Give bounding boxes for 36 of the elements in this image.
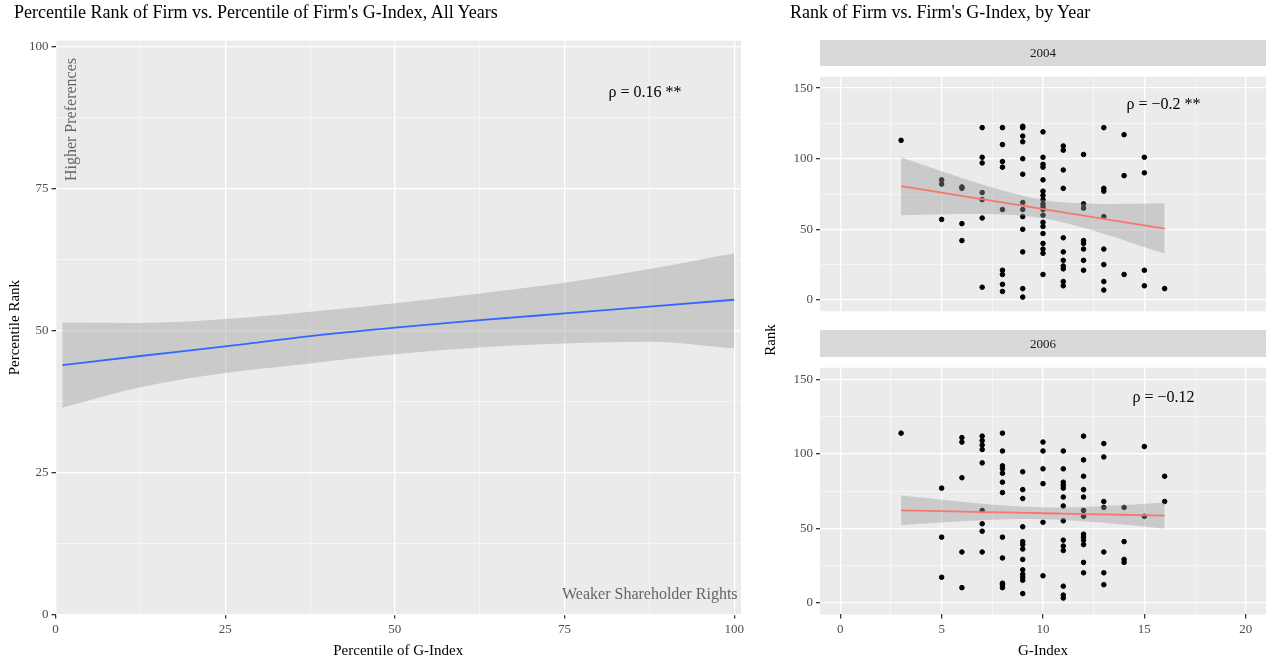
y-axis-title: Percentile Rank bbox=[5, 279, 22, 376]
x-axis-title: Percentile of G-Index bbox=[333, 641, 464, 658]
x-tick-label: 75 bbox=[558, 620, 572, 636]
y-tick-label: 0 bbox=[806, 593, 813, 609]
x-tick-label: 0 bbox=[52, 620, 59, 636]
chart-subtitle: 2004 bbox=[820, 40, 1266, 66]
chart-title: Rank of Firm vs. Firm's G-Index, by Year bbox=[790, 2, 1091, 23]
x-tick-label: 100 bbox=[724, 620, 744, 636]
y-tick-label: 50 bbox=[35, 321, 49, 337]
x-tick-label: 15 bbox=[1137, 620, 1151, 636]
annotation: ρ = 0.16 ** bbox=[608, 82, 682, 101]
y-axis-title: Rank bbox=[761, 324, 779, 356]
annotation: Higher Preferences bbox=[61, 58, 80, 182]
x-tick-label: 0 bbox=[837, 620, 844, 636]
y-tick-label: 100 bbox=[29, 37, 49, 53]
y-tick-label: 0 bbox=[806, 291, 813, 307]
y-tick-label: 150 bbox=[793, 371, 813, 387]
annotation: Weaker Shareholder Rights bbox=[562, 584, 738, 603]
annotation: ρ = −0.12 bbox=[1132, 387, 1195, 406]
chart-subtitle: 2006 bbox=[820, 330, 1266, 357]
chart-title: Percentile Rank of Firm vs. Percentile of Firm's G-Index, All Years bbox=[14, 2, 498, 23]
x-tick-label: 10 bbox=[1036, 620, 1050, 636]
x-tick-label: 50 bbox=[388, 620, 402, 636]
y-tick-label: 25 bbox=[35, 463, 49, 479]
y-tick-label: 150 bbox=[793, 79, 813, 95]
y-tick-label: 0 bbox=[42, 605, 49, 621]
y-tick-label: 75 bbox=[35, 179, 49, 195]
y-tick-label: 100 bbox=[793, 445, 813, 461]
y-tick-label: 100 bbox=[793, 150, 813, 166]
x-axis-title: G-Index bbox=[1018, 641, 1069, 658]
annotation: ρ = −0.2 ** bbox=[1126, 95, 1201, 114]
y-tick-label: 50 bbox=[800, 519, 813, 535]
x-tick-label: 5 bbox=[938, 620, 945, 636]
y-tick-label: 50 bbox=[800, 220, 813, 236]
x-tick-label: 25 bbox=[218, 620, 232, 636]
x-tick-label: 20 bbox=[1239, 620, 1253, 636]
